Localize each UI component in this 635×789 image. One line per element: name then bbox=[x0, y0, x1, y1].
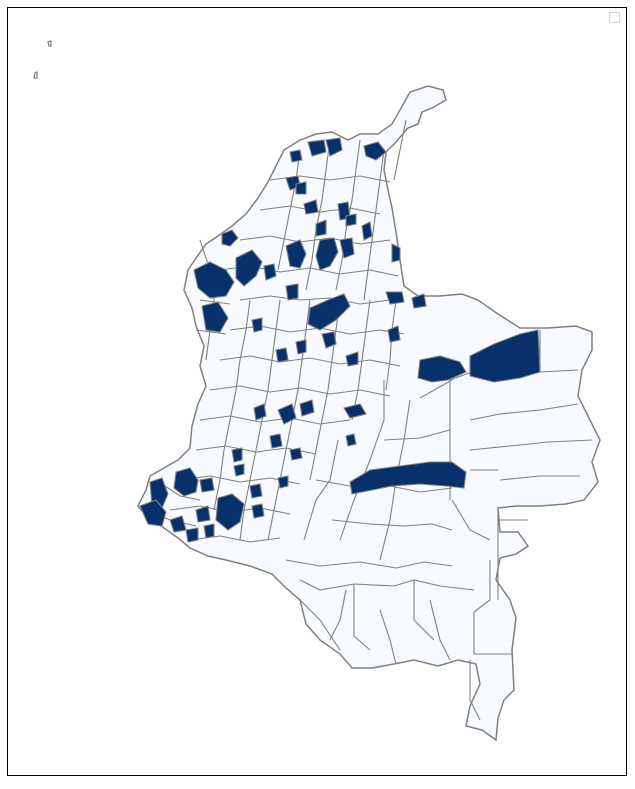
highlighted-municipality bbox=[251, 317, 263, 333]
municipality-border bbox=[239, 299, 281, 541]
highlighted-municipality bbox=[363, 141, 387, 161]
municipality-border bbox=[213, 299, 251, 511]
highlighted-municipality bbox=[387, 325, 401, 343]
highlighted-municipality bbox=[203, 523, 215, 539]
municipality-border bbox=[303, 439, 339, 541]
highlighted-municipalities bbox=[139, 137, 541, 543]
island-san-andres bbox=[47, 40, 52, 47]
highlighted-municipality bbox=[285, 283, 299, 301]
highlighted-municipality bbox=[307, 293, 351, 331]
municipality-border bbox=[239, 295, 391, 305]
highlighted-municipality bbox=[315, 219, 327, 237]
highlighted-municipality bbox=[361, 221, 373, 241]
municipality-border bbox=[199, 415, 351, 425]
municipality-border bbox=[451, 499, 491, 541]
municipality-border bbox=[469, 439, 593, 451]
highlighted-municipality bbox=[193, 261, 235, 299]
municipality-border bbox=[379, 609, 397, 665]
municipality-border bbox=[351, 299, 371, 421]
highlighted-municipality bbox=[139, 499, 167, 527]
highlighted-municipality bbox=[195, 505, 211, 523]
highlighted-municipality bbox=[295, 181, 307, 195]
municipality-border bbox=[331, 519, 453, 531]
municipality-border bbox=[305, 139, 331, 291]
municipality-border bbox=[363, 149, 385, 301]
highlighted-municipality bbox=[343, 403, 367, 419]
highlighted-municipality bbox=[275, 347, 289, 363]
highlighted-municipality bbox=[345, 433, 357, 447]
municipality-border bbox=[473, 612, 512, 655]
highlighted-municipality bbox=[411, 293, 427, 309]
highlighted-municipality bbox=[289, 447, 303, 461]
municipality-border bbox=[277, 149, 301, 271]
highlighted-municipality bbox=[299, 399, 315, 417]
municipality-border bbox=[393, 119, 407, 181]
highlighted-municipality bbox=[185, 527, 199, 543]
municipality-border bbox=[383, 429, 451, 441]
highlighted-municipality bbox=[215, 493, 245, 531]
highlighted-municipality bbox=[221, 229, 239, 247]
highlighted-municipality bbox=[315, 237, 339, 271]
municipality-border bbox=[195, 329, 227, 335]
highlighted-municipality bbox=[391, 243, 401, 263]
municipality-border bbox=[469, 660, 481, 721]
municipality-border bbox=[419, 379, 453, 399]
municipality-border bbox=[309, 299, 341, 481]
municipality-border bbox=[199, 299, 231, 305]
legend-box bbox=[609, 12, 620, 23]
highlighted-municipality bbox=[385, 291, 405, 305]
highlighted-municipality bbox=[277, 403, 297, 425]
highlighted-municipality bbox=[199, 477, 215, 493]
municipality-border bbox=[429, 599, 451, 661]
highlighted-municipality bbox=[253, 403, 267, 421]
highlighted-municipality bbox=[289, 149, 303, 163]
highlighted-municipality bbox=[345, 213, 357, 227]
highlighted-municipality bbox=[201, 301, 229, 333]
highlighted-municipality bbox=[249, 483, 263, 499]
municipality-border bbox=[189, 535, 281, 543]
municipality-border bbox=[199, 239, 215, 361]
municipality-border bbox=[329, 589, 347, 641]
highlighted-municipality bbox=[277, 475, 289, 489]
highlighted-municipality bbox=[417, 355, 467, 383]
highlighted-municipality bbox=[231, 447, 243, 463]
municipality-border bbox=[353, 584, 371, 651]
highlighted-municipality bbox=[349, 461, 467, 495]
highlighted-municipality bbox=[307, 139, 327, 157]
municipality-border bbox=[473, 560, 491, 613]
highlighted-municipality bbox=[233, 463, 245, 477]
municipality-border bbox=[499, 475, 580, 481]
highlighted-municipality bbox=[469, 329, 541, 383]
municipality-border bbox=[413, 580, 435, 641]
highlighted-municipality bbox=[295, 339, 307, 355]
municipality-border bbox=[469, 403, 579, 421]
highlighted-municipality bbox=[285, 239, 307, 269]
highlighted-municipality bbox=[173, 467, 199, 497]
highlighted-municipality bbox=[235, 249, 263, 287]
highlighted-municipality bbox=[263, 263, 277, 281]
highlighted-municipality bbox=[251, 503, 265, 519]
island-providencia bbox=[33, 71, 38, 79]
highlighted-municipality bbox=[325, 137, 343, 157]
municipality-border bbox=[209, 385, 391, 397]
highlighted-municipality bbox=[345, 351, 359, 367]
municipality-border bbox=[299, 579, 475, 591]
highlighted-municipality bbox=[321, 331, 337, 349]
municipality-border bbox=[299, 599, 341, 651]
highlighted-municipality bbox=[269, 433, 283, 449]
mainland-outline bbox=[137, 85, 601, 742]
country-outline bbox=[33, 40, 601, 742]
municipality-border bbox=[339, 380, 385, 541]
municipality-border bbox=[285, 559, 453, 569]
municipality-border bbox=[219, 355, 401, 367]
highlighted-municipality bbox=[339, 237, 355, 259]
municipality-border bbox=[385, 299, 397, 391]
highlighted-municipality bbox=[303, 199, 319, 215]
